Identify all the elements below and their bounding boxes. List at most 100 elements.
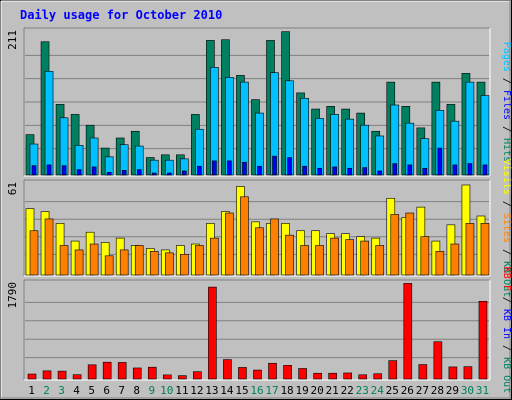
bar	[225, 77, 234, 176]
tick-label: 11	[175, 384, 188, 397]
bar	[119, 249, 129, 276]
bar	[240, 81, 249, 176]
bar	[227, 160, 232, 176]
bar	[212, 160, 217, 176]
bar	[223, 359, 232, 380]
tick-label: 28	[431, 384, 444, 397]
bar	[147, 366, 157, 380]
legend-entry: KB F	[501, 267, 512, 291]
bar	[151, 172, 157, 176]
legend-entry: KB Out	[501, 357, 512, 393]
bar	[360, 240, 370, 276]
bar	[422, 167, 428, 176]
bar	[313, 372, 322, 380]
bar	[362, 167, 368, 176]
bar	[452, 164, 458, 176]
panel-legend: Visits / Sites / KB Out	[501, 159, 512, 297]
bar	[197, 165, 202, 176]
tick-label: 26	[401, 384, 414, 397]
bar	[166, 172, 172, 176]
bar	[27, 373, 37, 380]
bar	[418, 364, 428, 380]
bar	[210, 67, 219, 176]
bar	[377, 170, 383, 176]
tick-label: 16	[250, 384, 263, 397]
bar	[373, 373, 383, 380]
legend-entry: /	[501, 291, 512, 309]
tick-label: 3	[58, 384, 65, 397]
bar	[210, 237, 219, 276]
bar	[388, 360, 398, 380]
legend-entry: /	[501, 120, 512, 138]
bar	[347, 167, 352, 176]
bar	[106, 172, 112, 176]
bar	[345, 118, 354, 176]
tick-label: 5	[88, 384, 95, 397]
bar	[162, 374, 172, 380]
bar	[91, 166, 97, 176]
tick-label: 7	[118, 384, 125, 397]
bar	[315, 245, 324, 276]
legend-entry: /	[501, 339, 512, 357]
tick-label: 9	[148, 384, 155, 397]
legend-entry: KB In	[501, 309, 512, 339]
bar	[104, 255, 114, 276]
bar	[255, 112, 264, 176]
bar	[317, 167, 322, 176]
bar	[195, 245, 204, 276]
bar	[330, 114, 339, 176]
legend-entry: /	[501, 243, 512, 261]
tick-label: 10	[160, 384, 173, 397]
tick-label: 23	[356, 384, 369, 397]
chart-title: Daily usage for October 2010	[20, 8, 222, 22]
bar	[89, 243, 99, 276]
bar	[285, 234, 294, 276]
bar	[31, 165, 37, 176]
bar	[255, 227, 264, 276]
kbytes-panel: 1790 KB F / KB In / KB Out	[6, 267, 512, 393]
bar	[164, 252, 174, 276]
visits-panel: 61 Visits / Sites / KB Out	[6, 159, 512, 297]
bar	[182, 170, 187, 176]
bar	[46, 164, 52, 176]
bar	[302, 165, 307, 176]
legend-entry: KB Out	[501, 261, 512, 297]
legend-entry: Visits	[501, 159, 512, 195]
bar	[480, 223, 490, 276]
bar	[407, 164, 413, 176]
bar	[283, 365, 292, 380]
hits-panel: 211 Pages / Files / Hits	[6, 27, 512, 177]
bar	[328, 372, 337, 380]
tick-label: 8	[133, 384, 140, 397]
tick-label: 13	[205, 384, 218, 397]
bar	[178, 375, 187, 380]
tick-label: 30	[461, 384, 474, 397]
bar	[437, 147, 443, 176]
tick-label: 29	[446, 384, 459, 397]
bar	[87, 364, 97, 380]
bar	[390, 214, 400, 276]
bar	[343, 372, 352, 380]
bar	[270, 218, 279, 276]
tick-label: 25	[386, 384, 399, 397]
bar	[450, 243, 460, 276]
bar	[76, 169, 82, 176]
bar	[345, 239, 354, 276]
tick-label: 12	[190, 384, 203, 397]
bar	[238, 367, 247, 380]
bar	[480, 95, 490, 176]
panel-legend: Pages / Files / Hits	[501, 42, 512, 162]
bar	[42, 370, 52, 380]
bar	[300, 97, 309, 176]
bar	[134, 245, 144, 276]
bar	[268, 362, 277, 380]
bar	[180, 254, 189, 276]
scale-max-label: 1790	[6, 282, 19, 309]
legend-entry: Files	[501, 90, 512, 120]
bar	[433, 341, 443, 380]
bar	[132, 367, 142, 380]
bar	[102, 361, 112, 380]
bar	[465, 223, 475, 276]
legend-entry: Sites	[501, 213, 512, 243]
